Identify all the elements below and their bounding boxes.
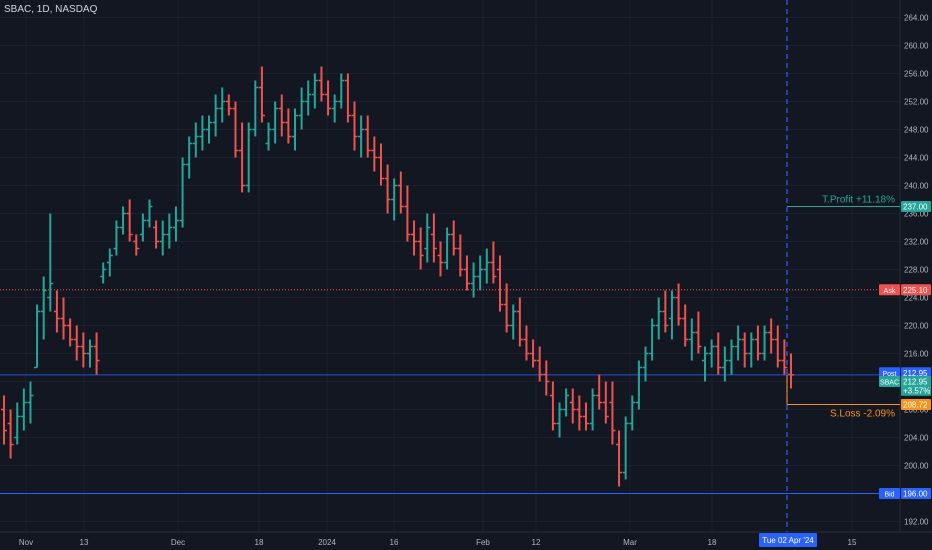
post-price-tag: 212.95	[903, 369, 928, 378]
y-axis-tick-label: 236.00	[904, 210, 929, 219]
stop-loss-price-tag-bg	[901, 398, 931, 410]
y-axis-tick-label: 192.00	[904, 518, 929, 527]
x-axis-tick-label: 12	[532, 538, 541, 547]
post-label-bg	[879, 367, 900, 379]
x-axis-tick-label: 13	[80, 538, 89, 547]
take-profit-label: T.Profit +11.18%	[822, 195, 895, 206]
y-axis-tick-label: 200.00	[904, 462, 929, 471]
post-price-tag-bg	[901, 367, 931, 379]
y-axis-tick-label: 252.00	[904, 98, 929, 107]
y-axis-tick-label: 232.00	[904, 238, 929, 247]
y-axis-tick-label: 208.00	[904, 406, 929, 415]
last-symbol-label: SBAC	[880, 380, 899, 387]
x-axis-tick-label: 18	[255, 538, 264, 547]
last-price-tag-bg	[901, 376, 931, 387]
last-change-tag-bg	[901, 384, 931, 396]
x-axis-tick-label: Nov	[19, 538, 33, 547]
ask-label-bg	[879, 284, 900, 296]
crosshair-date-label: Tue 02 Apr '24	[762, 536, 814, 545]
y-axis-tick-label: 224.00	[904, 294, 929, 303]
bid-price-tag: 196.00	[903, 490, 928, 499]
y-axis-tick-label: 264.00	[904, 14, 929, 23]
post-label: Post	[882, 371, 896, 378]
stop-loss-price-tag: 208.72	[903, 400, 928, 409]
x-axis-tick-label: 15	[848, 538, 857, 547]
stop-loss-label: S.Loss -2.09%	[830, 408, 895, 419]
x-axis-tick-label: Dec	[171, 538, 185, 547]
x-axis-tick-label: 2024	[318, 538, 336, 547]
bid-label-bg	[879, 488, 900, 499]
take-profit-price-tag-bg	[901, 201, 931, 212]
crosshair-date-bg	[759, 533, 817, 547]
y-axis-tick-label: 260.00	[904, 42, 929, 51]
ask-label: Ask	[884, 288, 896, 295]
y-axis-tick-label: 244.00	[904, 154, 929, 163]
last-symbol-label-bg	[879, 376, 900, 387]
bid-price-tag-bg	[901, 488, 931, 499]
y-axis-tick-label: 240.00	[904, 182, 929, 191]
y-axis-tick-label: 248.00	[904, 126, 929, 135]
x-axis-tick-label: Feb	[476, 538, 490, 547]
ask-price-tag-bg	[901, 284, 931, 296]
bid-label: Bid	[884, 492, 894, 499]
y-axis-tick-label: 220.00	[904, 322, 929, 331]
take-profit-price-tag: 237.00	[903, 203, 928, 212]
x-axis-tick-label: Mar	[623, 538, 637, 547]
last-change-tag: +3.57%	[903, 386, 930, 395]
x-axis-tick-label: 16	[390, 538, 399, 547]
symbol-title: SBAC, 1D, NASDAQ	[4, 4, 98, 15]
x-axis-tick-label: 18	[708, 538, 717, 547]
y-axis-tick-label: 228.00	[904, 266, 929, 275]
last-price-tag: 212.95	[903, 378, 928, 387]
y-axis-tick-label: 216.00	[904, 350, 929, 359]
y-axis-tick-label: 204.00	[904, 434, 929, 443]
ask-price-tag: 225.10	[903, 286, 928, 295]
y-axis-tick-label: 256.00	[904, 70, 929, 79]
